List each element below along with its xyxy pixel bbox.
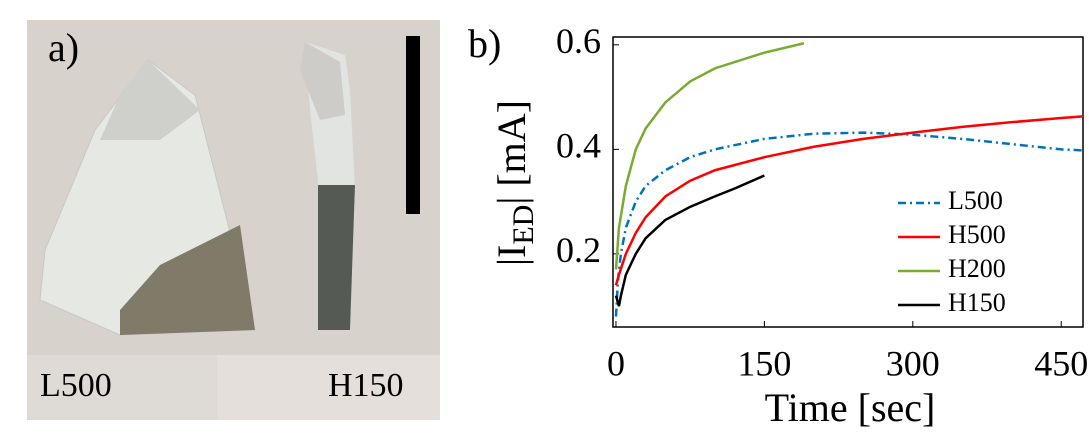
x-axis-label: Time [sec] — [765, 385, 936, 430]
data-line — [614, 115, 1084, 286]
x-tick-label: 450 — [1034, 343, 1088, 383]
y-label-main: |I — [489, 245, 534, 266]
plot-frame — [612, 36, 1084, 328]
x-tick-label: 0 — [607, 343, 625, 383]
y-label-rest: | [mA] — [489, 100, 534, 205]
data-line — [614, 174, 765, 307]
y-tick-label: 0.6 — [556, 21, 601, 61]
x-tick-label: 150 — [737, 343, 791, 383]
data-line — [614, 42, 805, 270]
photo — [27, 20, 440, 420]
y-axis-label: |IED| [mA] — [489, 100, 540, 266]
legend-label: H500 — [948, 220, 1006, 249]
legend-label: L500 — [948, 186, 1003, 215]
y-label-sub: ED — [507, 205, 540, 245]
sample-label: H150 — [328, 367, 404, 404]
data-line — [614, 131, 1084, 317]
panel-label: a) — [48, 25, 79, 70]
legend-label: H200 — [948, 254, 1006, 283]
sample-label: L500 — [40, 367, 112, 404]
legend-label: H150 — [948, 288, 1006, 317]
y-tick-label: 0.2 — [556, 230, 601, 270]
x-tick-label: 300 — [886, 343, 940, 383]
y-tick-label: 0.4 — [556, 126, 601, 166]
panel-label: b) — [468, 21, 501, 66]
